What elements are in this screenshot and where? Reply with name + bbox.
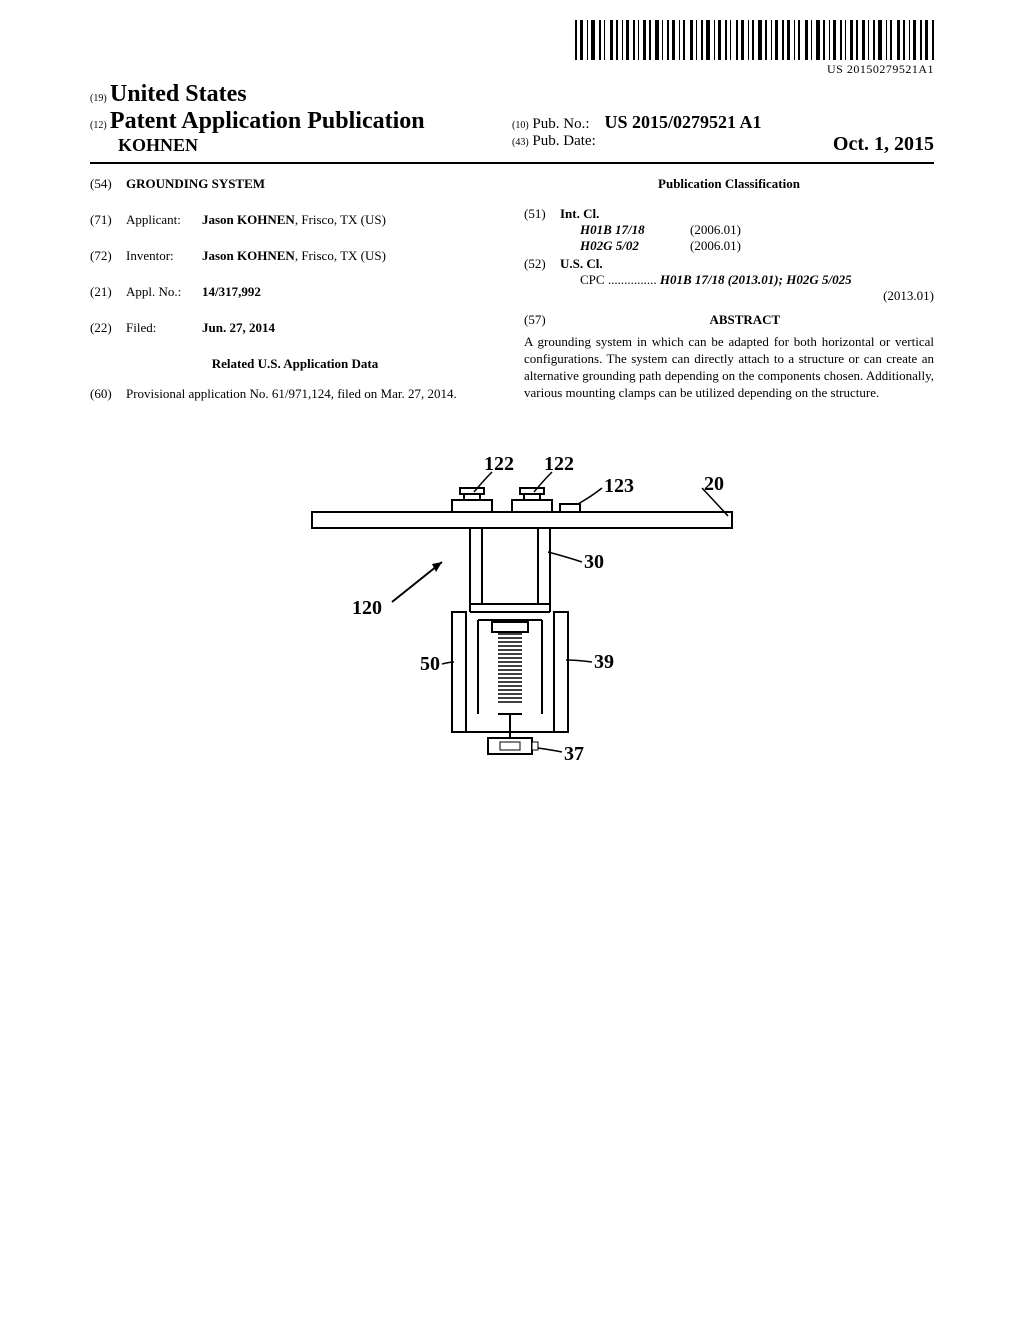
appl-code: (21) — [90, 284, 126, 300]
appl-value: 14/317,992 — [202, 284, 500, 300]
clamp-122a — [452, 488, 492, 512]
pub-num-value: US 2015/0279521 A1 — [605, 112, 762, 132]
abstract-heading: (57) ABSTRACT — [524, 312, 934, 328]
barcode-bars — [575, 20, 934, 60]
label-50: 50 — [420, 653, 440, 675]
applicant-label: Applicant: — [126, 212, 202, 228]
cpc-suffix: (2013.01) — [560, 288, 934, 304]
content-columns: (54) GROUNDING SYSTEM (71) Applicant: Ja… — [90, 176, 934, 422]
cpc-items: H01B 17/18 (2013.01); H02G 5/025 — [660, 272, 852, 287]
inventor-label: Inventor: — [126, 248, 202, 264]
inventor-value: Jason KOHNEN, Frisco, TX (US) — [202, 248, 500, 264]
int-cl-content: Int. Cl. H01B 17/18 (2006.01) H02G 5/02 … — [560, 206, 934, 254]
inventor-code: (72) — [90, 248, 126, 264]
us-cl-content: U.S. Cl. CPC ............... H01B 17/18 … — [560, 256, 934, 304]
pub-date-code: (43) — [512, 137, 529, 148]
label-122a: 122 — [484, 453, 514, 475]
pub-num-code: (10) — [512, 120, 529, 131]
header-left: (19) United States (12) Patent Applicati… — [90, 81, 512, 156]
label-39: 39 — [594, 651, 614, 673]
country: United States — [110, 81, 247, 107]
filed-row: (22) Filed: Jun. 27, 2014 — [90, 320, 500, 336]
inventor-row: (72) Inventor: Jason KOHNEN, Frisco, TX … — [90, 248, 500, 264]
figure-container: 122 122 123 20 120 30 50 39 37 — [90, 452, 934, 816]
filed-value: Jun. 27, 2014 — [202, 320, 500, 336]
label-122b: 122 — [544, 453, 574, 475]
int-cl-name-1: H02G 5/02 — [580, 238, 690, 254]
applicant-value: Jason KOHNEN, Frisco, TX (US) — [202, 212, 500, 228]
int-cl-item-1: H02G 5/02 (2006.01) — [560, 238, 934, 254]
title-row: (54) GROUNDING SYSTEM — [90, 176, 500, 192]
label-120: 120 — [352, 597, 382, 619]
label-37: 37 — [564, 743, 584, 765]
clamp-122b — [512, 488, 552, 512]
abstract-heading-text: ABSTRACT — [709, 312, 780, 327]
label-20: 20 — [704, 473, 724, 495]
int-cl-row: (51) Int. Cl. H01B 17/18 (2006.01) H02G … — [524, 206, 934, 254]
label-30: 30 — [584, 551, 604, 573]
barcode-text: US 20150279521A1 — [575, 62, 934, 77]
header-row: (19) United States (12) Patent Applicati… — [90, 81, 934, 164]
patent-figure: 122 122 123 20 120 30 50 39 37 — [252, 452, 772, 812]
left-column: (54) GROUNDING SYSTEM (71) Applicant: Ja… — [90, 176, 500, 422]
title: GROUNDING SYSTEM — [126, 176, 265, 192]
int-cl-code: (51) — [524, 206, 560, 254]
inventor-location: , Frisco, TX (US) — [295, 248, 386, 263]
int-cl-name-0: H01B 17/18 — [580, 222, 690, 238]
provisional-row: (60) Provisional application No. 61/971,… — [90, 386, 500, 402]
related-heading: Related U.S. Application Data — [90, 356, 500, 372]
inventor-header: KOHNEN — [118, 135, 198, 155]
header-right: (10) Pub. No.: US 2015/0279521 A1 (43) P… — [512, 112, 934, 156]
abstract-text: A grounding system in which can be adapt… — [524, 334, 934, 402]
int-cl-item-0: H01B 17/18 (2006.01) — [560, 222, 934, 238]
applicant-row: (71) Applicant: Jason KOHNEN, Frisco, TX… — [90, 212, 500, 228]
filed-label: Filed: — [126, 320, 202, 336]
appl-label: Appl. No.: — [126, 284, 202, 300]
cpc-prefix: CPC ............... — [580, 272, 657, 287]
filed-code: (22) — [90, 320, 126, 336]
int-cl-year-1: (2006.01) — [690, 238, 934, 254]
country-code: (19) — [90, 93, 107, 104]
pub-date-value: Oct. 1, 2015 — [833, 133, 934, 156]
us-cl-code: (52) — [524, 256, 560, 304]
provisional-text: Provisional application No. 61/971,124, … — [126, 386, 500, 402]
cpc-line: CPC ............... H01B 17/18 (2013.01)… — [560, 272, 934, 288]
us-cl-label: U.S. Cl. — [560, 256, 934, 272]
int-cl-label: Int. Cl. — [560, 206, 934, 222]
applicant-name: Jason KOHNEN — [202, 212, 295, 227]
us-cl-row: (52) U.S. Cl. CPC ............... H01B 1… — [524, 256, 934, 304]
appl-row: (21) Appl. No.: 14/317,992 — [90, 284, 500, 300]
publication-type: Patent Application Publication — [110, 108, 425, 134]
applicant-code: (71) — [90, 212, 126, 228]
applicant-location: , Frisco, TX (US) — [295, 212, 386, 227]
provisional-code: (60) — [90, 386, 126, 402]
barcode: US 20150279521A1 — [575, 20, 934, 77]
title-code: (54) — [90, 176, 126, 192]
classification-heading: Publication Classification — [524, 176, 934, 192]
right-column: Publication Classification (51) Int. Cl.… — [524, 176, 934, 422]
pub-type-code: (12) — [90, 120, 107, 131]
inventor-name: Jason KOHNEN — [202, 248, 295, 263]
abstract-code: (57) — [524, 312, 546, 328]
int-cl-year-0: (2006.01) — [690, 222, 934, 238]
pub-num-label: Pub. No.: — [532, 116, 589, 132]
label-123: 123 — [604, 475, 634, 497]
pub-date-label: Pub. Date: — [532, 133, 595, 149]
barcode-section: US 20150279521A1 — [90, 20, 934, 77]
abstract-section: (57) ABSTRACT A grounding system in whic… — [524, 312, 934, 402]
